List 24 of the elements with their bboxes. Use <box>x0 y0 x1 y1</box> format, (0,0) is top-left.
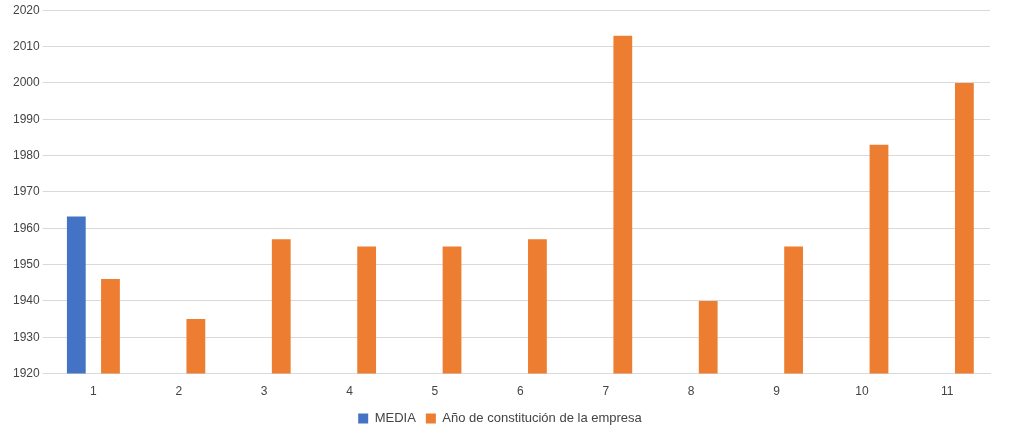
legend-label: Año de constitución de la empresa <box>442 410 643 426</box>
x-tick-label: 1 <box>90 384 98 399</box>
x-tick-label: 4 <box>346 384 354 399</box>
x-tick-label: 3 <box>260 384 268 399</box>
y-tick-label: 2000 <box>12 75 41 90</box>
x-tick-label: 7 <box>602 384 610 399</box>
y-tick-label: 1990 <box>12 111 41 126</box>
legend-label: MEDIA <box>374 410 417 426</box>
y-tick-label: 1960 <box>12 220 41 235</box>
y-tick-label: 2020 <box>12 2 41 17</box>
x-tick-label: 11 <box>941 384 954 399</box>
x-tick-label: 2 <box>175 384 183 399</box>
y-tick-label: 1950 <box>12 256 41 271</box>
y-tick-label: 2010 <box>12 38 41 53</box>
x-tick-label: 6 <box>517 384 524 399</box>
y-tick-label: 1930 <box>12 329 41 344</box>
x-tick-label: 9 <box>773 384 781 399</box>
y-tick-label: 1920 <box>12 365 41 380</box>
x-tick-label: 5 <box>431 384 439 399</box>
x-tick-label: 10 <box>855 384 869 399</box>
y-tick-label: 1970 <box>12 184 41 199</box>
x-tick-label: 8 <box>687 384 695 399</box>
y-tick-label: 1940 <box>12 293 41 308</box>
y-tick-label: 1980 <box>12 147 41 162</box>
